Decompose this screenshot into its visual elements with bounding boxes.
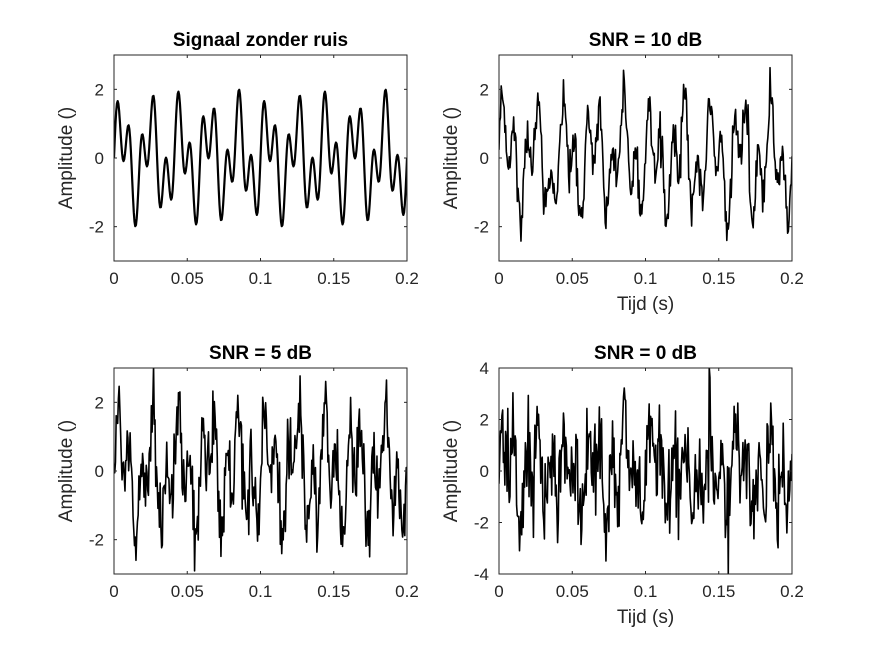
x-tick-label: 0.05 xyxy=(171,269,204,288)
subplot-2: 0 0.05 0.1 0.15 0.2 -2 0 2 SNR = 10 dB Amplitude … xyxy=(441,30,804,315)
y-tick-label: -2 xyxy=(89,531,104,550)
y-tick-label: 2 xyxy=(480,80,489,99)
subplot-title: SNR = 0 dB xyxy=(594,343,697,364)
x-tick-label: 0.1 xyxy=(249,269,273,288)
x-tick-label: 0 xyxy=(109,582,118,601)
y-tick-label: 0 xyxy=(95,149,104,168)
subplot-title: SNR = 10 dB xyxy=(589,30,703,51)
y-tick-label: -2 xyxy=(474,218,489,237)
y-axis-label: Amplitude () xyxy=(56,107,77,209)
x-tick-label: 0.15 xyxy=(317,582,350,601)
series-line xyxy=(499,368,792,574)
subplot-3: 0 0.05 0.1 0.15 0.2 -2 0 2 SNR = 5 dB Amplitude (… xyxy=(56,343,419,601)
x-tick-label: 0 xyxy=(109,269,118,288)
y-tick-label: 4 xyxy=(480,359,489,378)
y-tick-label: 0 xyxy=(480,462,489,481)
x-tick-label: 0.05 xyxy=(556,269,589,288)
y-tick-label: -2 xyxy=(474,514,489,533)
subplot-title: SNR = 5 dB xyxy=(209,343,312,364)
y-tick-label: 0 xyxy=(480,149,489,168)
y-tick-label: 0 xyxy=(95,462,104,481)
subplot-1: 0 0.05 0.1 0.15 0.2 -2 0 2 Signaal zonder ruis Am… xyxy=(56,30,419,288)
y-tick-label: -2 xyxy=(89,218,104,237)
x-tick-label: 0.2 xyxy=(780,582,804,601)
y-tick-label: 2 xyxy=(480,411,489,430)
x-tick-label: 0.1 xyxy=(634,269,658,288)
y-axis-label: Amplitude () xyxy=(441,107,462,209)
x-tick-label: 0 xyxy=(494,582,503,601)
x-tick-label: 0.15 xyxy=(702,582,735,601)
x-tick-label: 0.2 xyxy=(395,582,419,601)
x-axis-label: Tijd (s) xyxy=(617,607,674,628)
subplot-title: Signaal zonder ruis xyxy=(173,30,348,51)
x-axis-label: Tijd (s) xyxy=(617,294,674,315)
x-tick-label: 0.15 xyxy=(317,269,350,288)
x-tick-label: 0.1 xyxy=(634,582,658,601)
x-tick-label: 0.1 xyxy=(249,582,273,601)
x-tick-label: 0 xyxy=(494,269,503,288)
series-line xyxy=(114,88,407,228)
x-tick-label: 0.15 xyxy=(702,269,735,288)
y-tick-label: 2 xyxy=(95,80,104,99)
subplot-4: 0 0.05 0.1 0.15 0.2 -4 -2 0 2 4 SNR = 0 dB Amplitud… xyxy=(441,343,804,628)
x-tick-label: 0.2 xyxy=(395,269,419,288)
series-line xyxy=(114,368,407,572)
x-tick-label: 0.05 xyxy=(171,582,204,601)
x-tick-label: 0.05 xyxy=(556,582,589,601)
y-tick-label: 2 xyxy=(95,393,104,412)
series-line xyxy=(499,66,792,242)
x-tick-label: 0.2 xyxy=(780,269,804,288)
y-axis-label: Amplitude () xyxy=(56,420,77,522)
y-tick-label: -4 xyxy=(474,565,489,584)
y-axis-label: Amplitude () xyxy=(441,420,462,522)
